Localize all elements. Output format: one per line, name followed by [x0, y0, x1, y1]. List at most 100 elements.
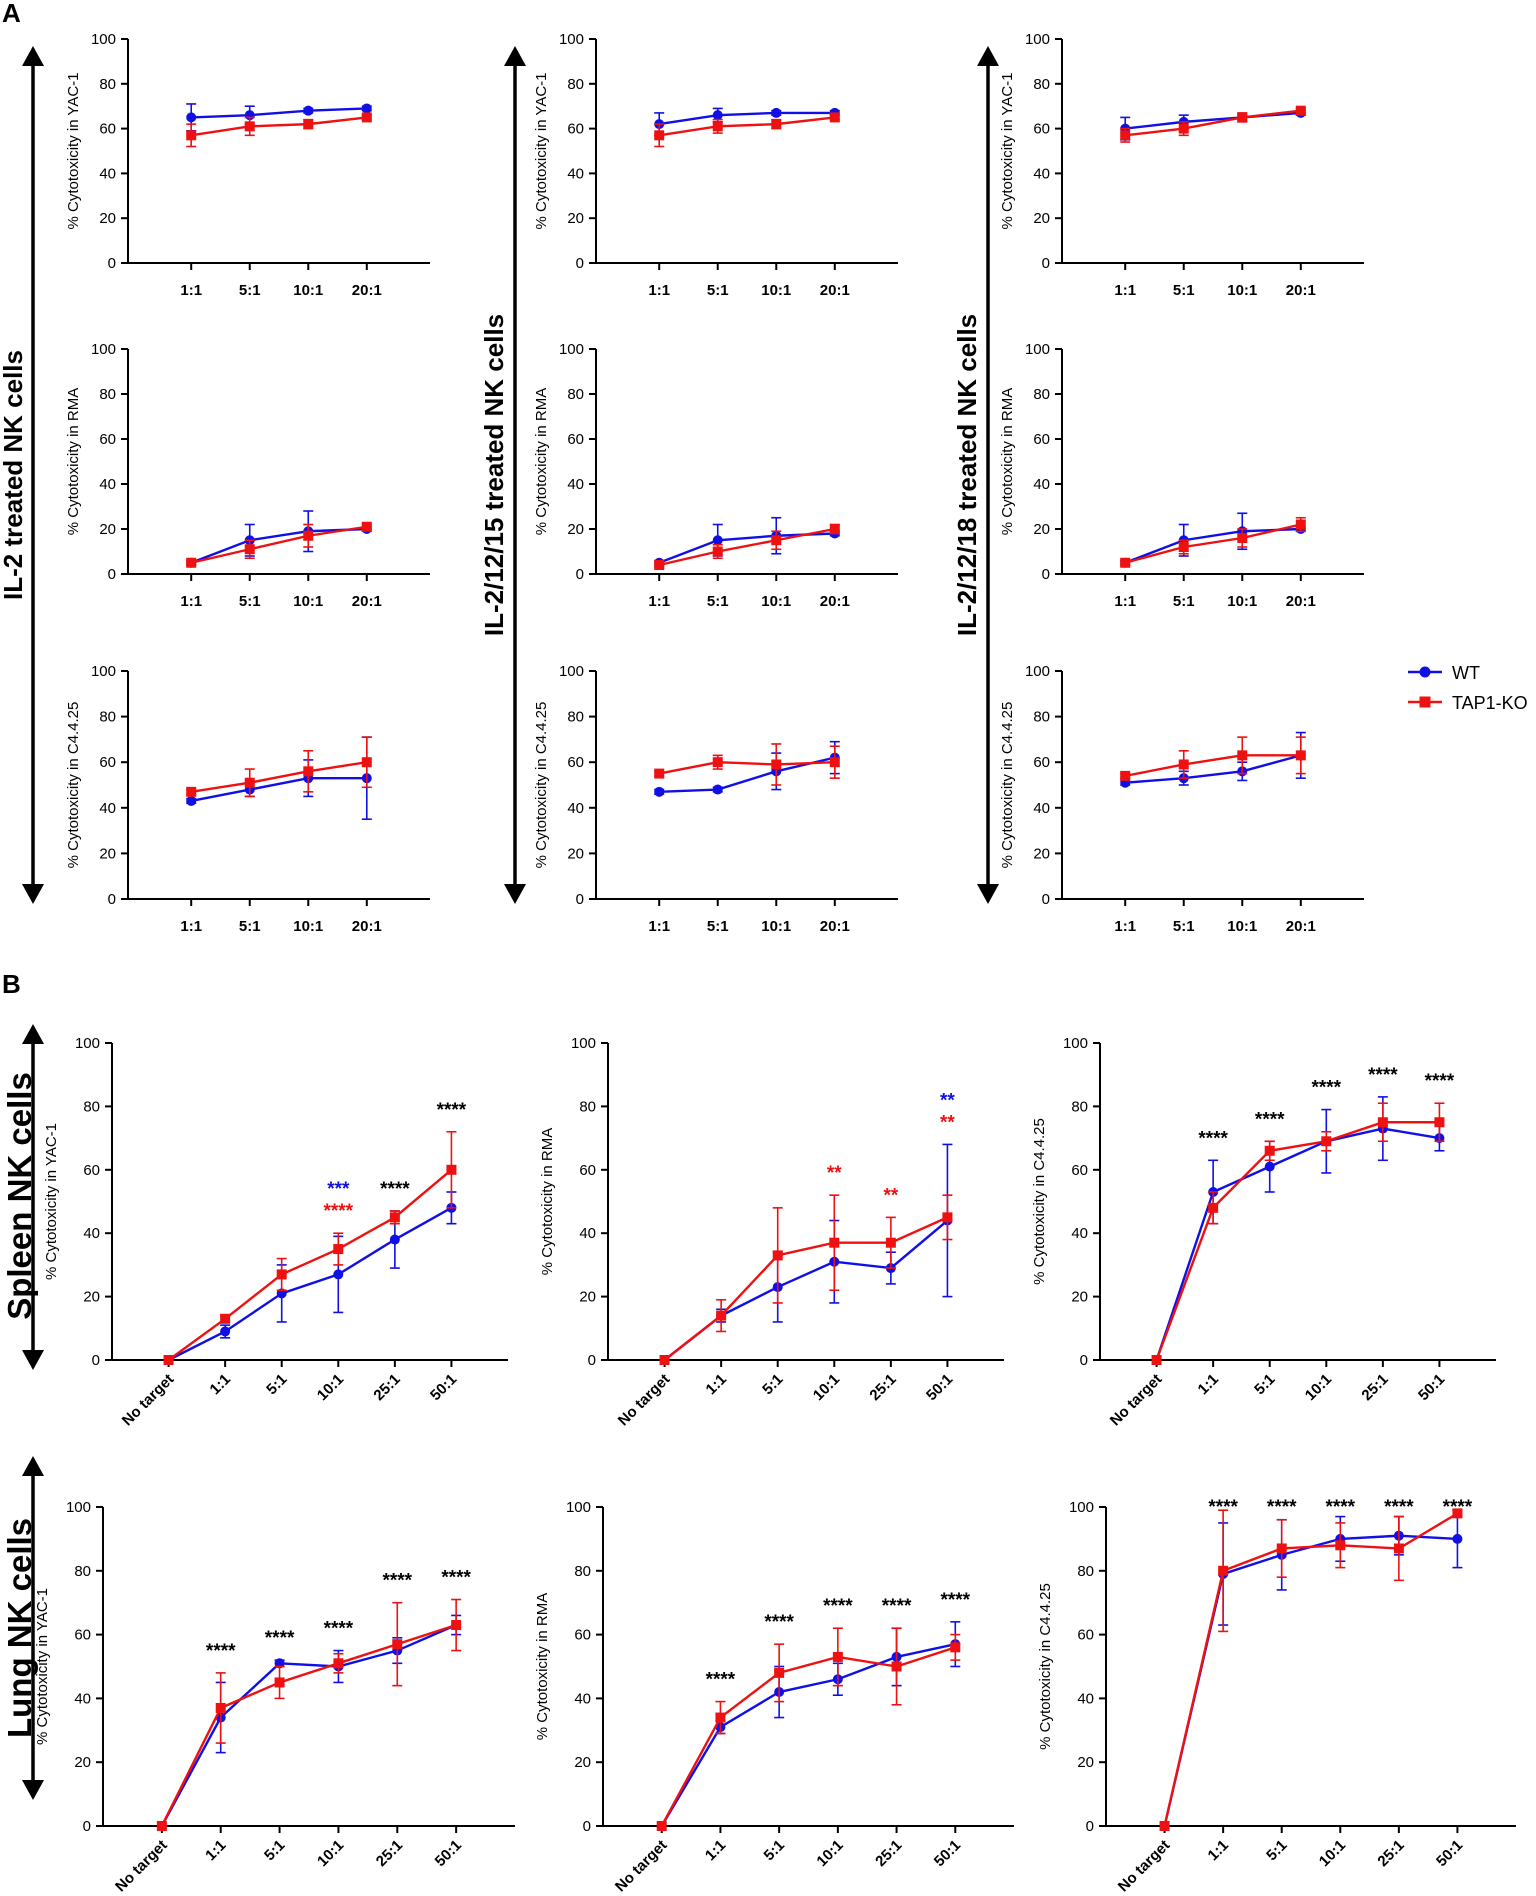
x-tick-label: 10:1: [813, 1837, 846, 1870]
y-tick-label: 80: [99, 709, 116, 726]
y-tick-label: 40: [1033, 476, 1050, 493]
x-tick-label: 5:1: [239, 282, 261, 299]
significance-label: ****: [1255, 1109, 1285, 1130]
y-axis-label: % Cytotoxicity in RMA: [539, 1128, 556, 1276]
data-point-ko: [1321, 1136, 1332, 1147]
x-tick-label: 25:1: [1374, 1837, 1407, 1870]
y-tick-label: 20: [1033, 210, 1050, 227]
x-tick-label: 20:1: [352, 593, 382, 610]
significance-label: ****: [324, 1619, 354, 1640]
significance-label: ****: [1325, 1497, 1355, 1518]
y-tick-label: 0: [576, 255, 584, 272]
data-point-ko: [942, 1212, 953, 1223]
data-point-ko: [654, 560, 665, 570]
x-tick-label: 20:1: [1286, 282, 1316, 299]
y-tick-label: 80: [1077, 1563, 1094, 1580]
y-tick-label: 20: [1071, 1289, 1088, 1306]
data-point-ko: [392, 1639, 403, 1650]
data-point-ko: [1393, 1543, 1404, 1554]
x-tick-label: 25:1: [872, 1837, 905, 1870]
y-tick-label: 20: [567, 210, 584, 227]
chart-a23: 0 20 40 60 80 100 % Cytotoxicity in RMA 1:1 5:1 1…: [999, 341, 1364, 610]
data-point-wt: [186, 112, 197, 123]
data-point-ko: [829, 112, 840, 123]
data-point-ko: [244, 544, 255, 555]
significance-label: **: [940, 1112, 955, 1133]
x-tick-label: 1:1: [202, 1837, 229, 1864]
x-tick-label: 1:1: [702, 1837, 729, 1864]
x-tick-label: 20:1: [352, 282, 382, 299]
y-tick-label: 60: [579, 1162, 596, 1179]
x-tick-label: 10:1: [293, 282, 323, 299]
x-tick-label: 50:1: [931, 1837, 964, 1870]
series-line-ko: [660, 1646, 956, 1827]
chart-a32: 0 20 40 60 80 100 % Cytotoxicity in C4.4.25 1:1…: [533, 663, 898, 935]
y-tick-label: 100: [1063, 1035, 1088, 1052]
data-point-wt: [389, 1234, 400, 1245]
series-line-ko: [167, 1168, 453, 1361]
x-tick-label: No target: [615, 1371, 674, 1430]
significance-label: ****: [323, 1201, 353, 1222]
data-point-ko: [1151, 1355, 1162, 1365]
data-point-ko: [654, 768, 665, 779]
series-line-ko: [659, 116, 835, 137]
data-point-ko: [885, 1237, 896, 1248]
row-arrow-il2: [22, 46, 44, 904]
data-point-ko: [361, 521, 372, 532]
x-tick-label: 1:1: [703, 1371, 730, 1398]
data-point-ko: [771, 119, 782, 130]
y-tick-label: 0: [576, 566, 584, 583]
y-tick-label: 60: [99, 754, 116, 771]
x-tick-label: 1:1: [648, 593, 670, 610]
data-point-ko: [186, 130, 197, 141]
data-point-ko: [772, 1250, 783, 1261]
y-tick-label: 100: [91, 341, 116, 358]
y-tick-label: 0: [1086, 1818, 1094, 1835]
y-axis-label: % Cytotoxicity in C4.4.25: [1031, 1118, 1048, 1285]
x-tick-label: 1:1: [648, 918, 670, 935]
x-tick-label: No target: [112, 1837, 171, 1896]
series-line-ko: [1124, 754, 1301, 778]
y-axis-label: % Cytotoxicity in C4.4.25: [65, 702, 82, 869]
y-axis-label: % Cytotoxicity in C4.4.25: [999, 702, 1016, 869]
x-tick-label: No target: [1115, 1837, 1174, 1896]
y-tick-label: 100: [66, 1499, 91, 1516]
y-tick-label: 20: [567, 521, 584, 538]
data-point-ko: [451, 1620, 462, 1631]
significance-label: ****: [1198, 1128, 1228, 1149]
data-point-ko: [1237, 112, 1248, 123]
chart-b23: 0 20 40 60 80 100 % Cytotoxicity in C4.4.25 No …: [1037, 1497, 1516, 1895]
row-label-il21218: IL-2/12/18 treated NK cells: [952, 314, 982, 636]
data-point-ko: [1237, 750, 1248, 761]
x-tick-label: 1:1: [1114, 918, 1136, 935]
significance-label: ****: [1267, 1497, 1297, 1518]
y-tick-label: 20: [574, 1754, 591, 1771]
data-point-ko: [1434, 1117, 1445, 1128]
x-tick-label: 50:1: [1415, 1371, 1448, 1404]
x-tick-label: 5:1: [1173, 593, 1195, 610]
x-tick-label: No target: [1107, 1371, 1166, 1430]
row-label-lung: Lung NK cells: [1, 1518, 38, 1738]
x-tick-label: 5:1: [707, 593, 729, 610]
y-axis-label: % Cytotoxicity in C4.4.25: [1037, 1583, 1054, 1750]
chart-a31: 0 20 40 60 80 100 % Cytotoxicity in C4.4.25 1:1…: [65, 663, 430, 935]
series-line-ko: [663, 1216, 948, 1361]
data-point-ko: [832, 1651, 843, 1662]
data-point-ko: [361, 757, 372, 768]
data-point-ko: [1276, 1543, 1287, 1554]
data-point-ko: [654, 130, 665, 141]
significance-label: ****: [1311, 1078, 1341, 1099]
y-tick-label: 40: [83, 1225, 100, 1242]
y-tick-label: 100: [91, 31, 116, 48]
y-tick-label: 100: [566, 1499, 591, 1516]
x-tick-label: 5:1: [1263, 1837, 1290, 1864]
y-tick-label: 80: [83, 1098, 100, 1115]
x-tick-label: 20:1: [1286, 918, 1316, 935]
x-tick-label: 10:1: [1227, 593, 1257, 610]
x-tick-label: No target: [612, 1837, 671, 1896]
data-point-ko: [303, 530, 314, 541]
data-point-wt: [186, 795, 197, 806]
x-tick-label: 1:1: [1195, 1371, 1222, 1398]
panel-label-b: B: [2, 969, 21, 999]
